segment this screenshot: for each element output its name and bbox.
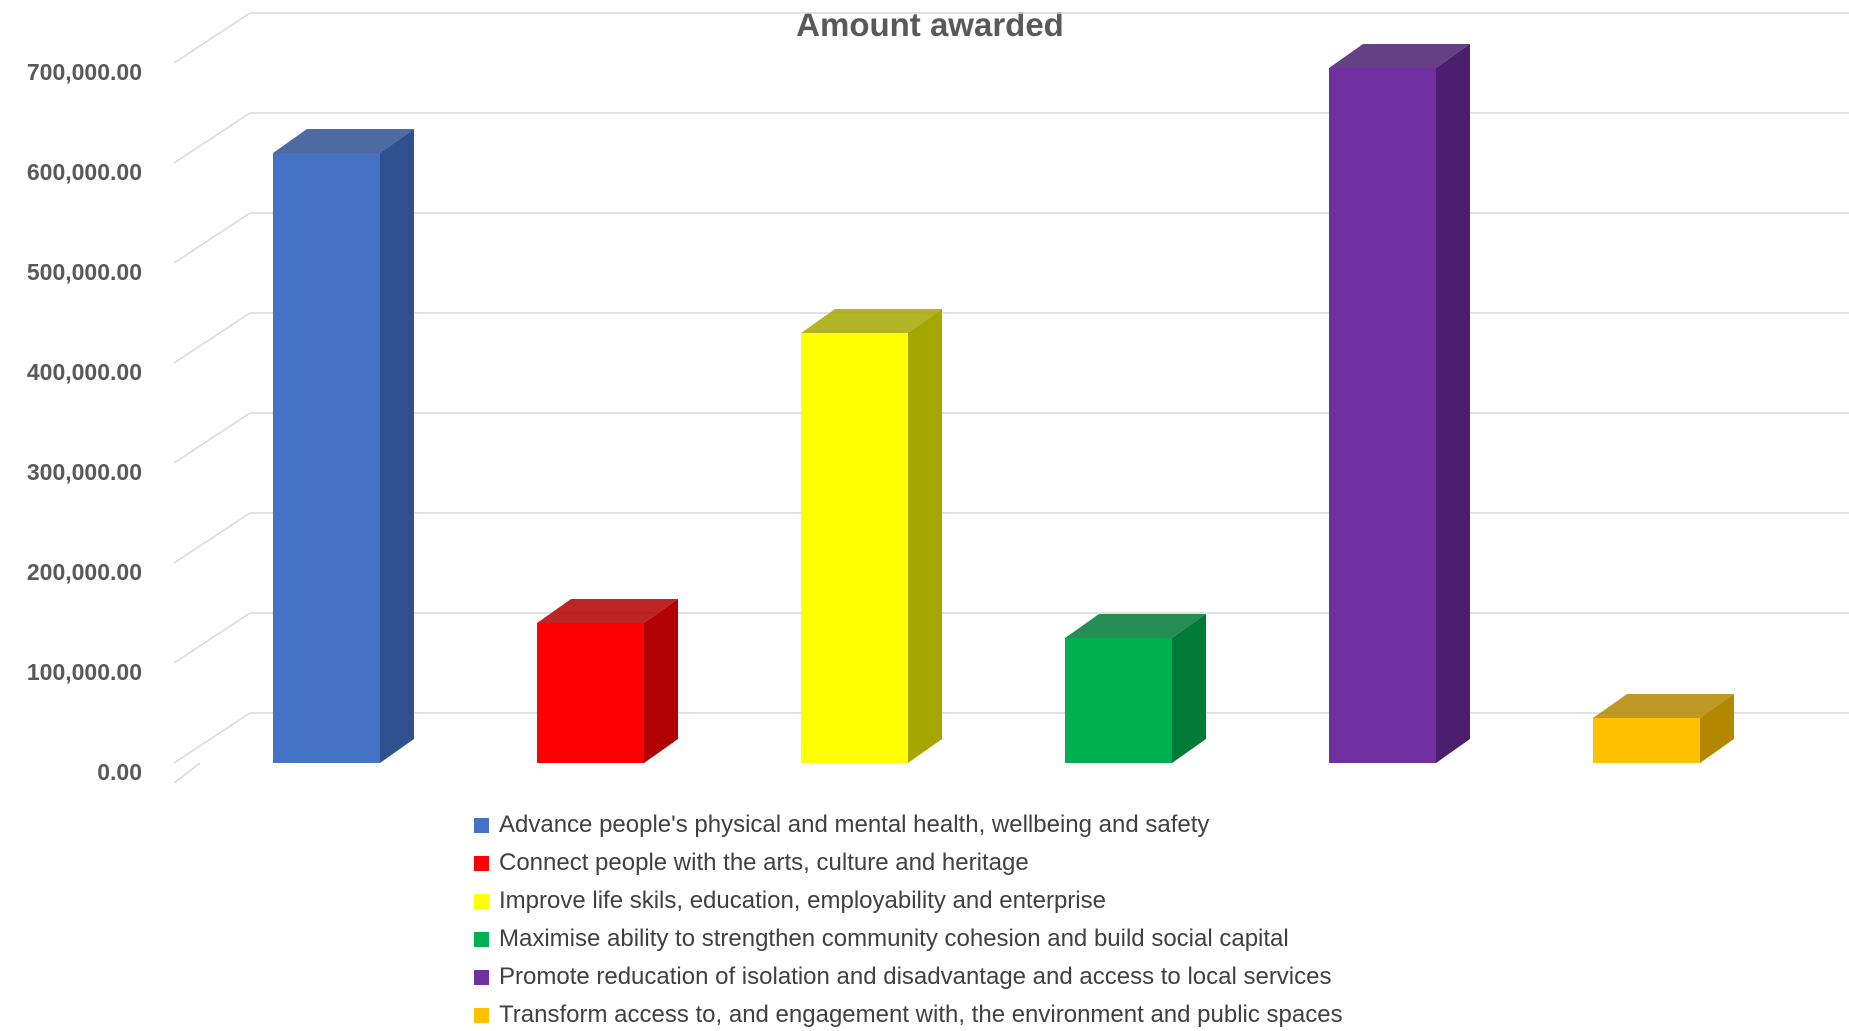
bar-side xyxy=(1436,44,1470,763)
y-tick-label: 200,000.00 xyxy=(27,559,142,585)
bar-top xyxy=(1329,44,1470,68)
bar xyxy=(273,153,380,763)
legend-label: Advance people's physical and mental hea… xyxy=(499,811,1210,838)
chart-legend: Advance people's physical and mental hea… xyxy=(474,806,1774,1031)
bar-side xyxy=(644,599,678,763)
legend-label: Improve life skils, education, employabi… xyxy=(499,887,1106,914)
gridline-side xyxy=(173,312,251,364)
y-tick-label: 0.00 xyxy=(97,759,142,785)
y-tick-label: 500,000.00 xyxy=(27,259,142,285)
gridline-side xyxy=(173,12,251,64)
bar xyxy=(1593,718,1700,763)
bar xyxy=(1065,638,1172,763)
legend-item: Maximise ability to strengthen community… xyxy=(474,920,1774,958)
legend-swatch xyxy=(474,855,489,871)
gridline-side xyxy=(173,412,251,464)
bar xyxy=(801,333,908,763)
legend-label: Promote reducation of isolation and disa… xyxy=(499,963,1332,990)
bar xyxy=(1329,68,1436,763)
y-tick-label: 700,000.00 xyxy=(27,59,142,85)
legend-item: Advance people's physical and mental hea… xyxy=(474,806,1774,844)
bar-side xyxy=(380,129,414,763)
y-tick-label: 600,000.00 xyxy=(27,159,142,185)
gridline-side xyxy=(173,612,251,664)
gridline-side xyxy=(173,512,251,564)
y-tick-label: 100,000.00 xyxy=(27,659,142,685)
bar xyxy=(537,623,644,763)
bar-top xyxy=(537,599,678,623)
y-tick-label: 300,000.00 xyxy=(27,459,142,485)
gridline-side xyxy=(173,212,251,264)
gridline-side xyxy=(173,112,251,164)
bar-side xyxy=(1172,614,1206,763)
legend-swatch xyxy=(474,893,489,909)
legend-item: Improve life skils, education, employabi… xyxy=(474,882,1774,920)
chart-title: Amount awarded xyxy=(796,6,1064,43)
legend-item: Connect people with the arts, culture an… xyxy=(474,844,1774,882)
legend-item: Transform access to, and engagement with… xyxy=(474,996,1774,1031)
bar-side xyxy=(908,309,942,763)
legend-swatch xyxy=(474,1007,489,1023)
bar-side xyxy=(1700,694,1734,763)
gridline-side xyxy=(173,712,251,764)
legend-swatch xyxy=(474,969,489,985)
legend-label: Connect people with the arts, culture an… xyxy=(499,849,1029,876)
legend-item: Promote reducation of isolation and disa… xyxy=(474,958,1774,996)
legend-swatch xyxy=(474,931,489,947)
bar-top xyxy=(801,309,942,333)
floor-edge xyxy=(173,762,201,784)
y-tick-label: 400,000.00 xyxy=(27,359,142,385)
legend-label: Transform access to, and engagement with… xyxy=(499,1001,1343,1028)
bar-top xyxy=(1065,614,1206,638)
legend-swatch xyxy=(474,817,489,833)
bar-top xyxy=(1593,694,1734,718)
legend-label: Maximise ability to strengthen community… xyxy=(499,925,1289,952)
bar-top xyxy=(273,129,414,153)
